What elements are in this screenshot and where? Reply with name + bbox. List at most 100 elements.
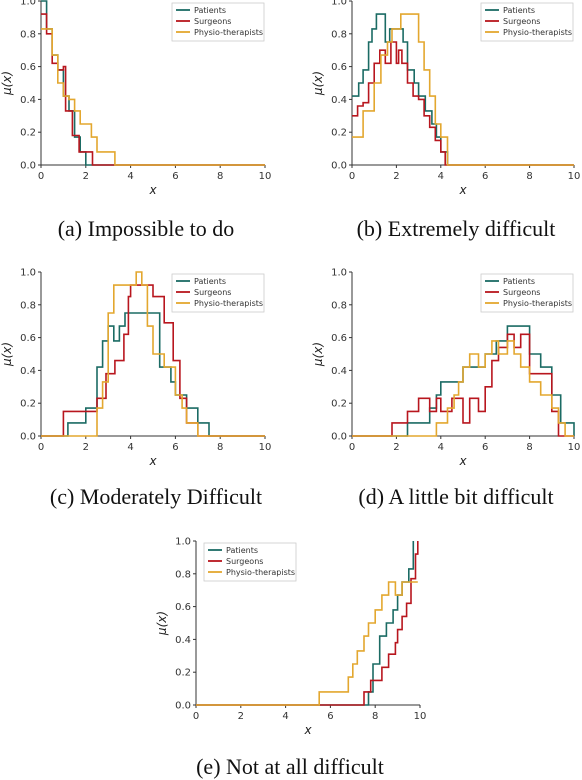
y-tick-label: 0.0	[20, 432, 36, 443]
legend-label: Physio-therapists	[503, 299, 572, 308]
panel-caption: (e) Not at all difficult	[196, 754, 384, 779]
x-tick-label: 10	[414, 711, 427, 722]
x-tick-label: 4	[438, 171, 444, 182]
x-tick-label: 8	[372, 711, 378, 722]
x-tick-label: 4	[438, 442, 444, 453]
x-tick-label: 4	[282, 711, 288, 722]
y-tick-label: 1.0	[331, 268, 347, 279]
x-tick-label: 6	[327, 711, 333, 722]
y-tick-label: 0.4	[331, 95, 347, 106]
x-tick-label: 8	[217, 171, 223, 182]
x-tick-label: 6	[482, 442, 488, 453]
legend: Patients Surgeons Physio-therapists	[480, 273, 574, 313]
x-tick-label: 2	[83, 442, 89, 453]
legend-label: Patients	[194, 277, 226, 286]
legend-label: Physio-therapists	[503, 28, 572, 37]
x-tick-label: 6	[172, 171, 178, 182]
panel-caption: (a) Impossible to do	[58, 216, 235, 241]
legend-label: Physio-therapists	[194, 299, 263, 308]
x-axis-label: x	[148, 454, 157, 468]
y-tick-label: 0.6	[175, 602, 191, 613]
legend-label: Surgeons	[194, 288, 231, 297]
chart-panel-4: 0 2 4 6 8 10 0.0 0.2 0.4 0.6 0.8 1.0 x μ(x) Patients Su…	[311, 268, 580, 510]
legend: Patients Surgeons Physio-therapists	[203, 542, 297, 582]
y-tick-label: 0.8	[175, 569, 191, 580]
x-tick-label: 2	[83, 171, 89, 182]
y-tick-label: 0.6	[331, 62, 347, 73]
y-tick-label: 0.2	[331, 128, 347, 139]
series-line-patients	[352, 13, 574, 166]
x-tick-label: 8	[217, 442, 223, 453]
y-tick-label: 0.4	[20, 366, 36, 377]
series-line-physio-therapists	[41, 271, 265, 437]
series-line-surgeons	[196, 541, 419, 706]
series-line-physio-therapists	[196, 581, 418, 706]
panel-caption: (d) A little bit difficult	[358, 484, 553, 509]
y-axis-label: μ(x)	[155, 611, 169, 636]
chart-panel-5: 0 2 4 6 8 10 0.0 0.2 0.4 0.6 0.8 1.0 x μ(x) Patients Su…	[155, 537, 426, 780]
panel-caption: (b) Extremely difficult	[357, 216, 556, 241]
x-tick-label: 10	[568, 171, 581, 182]
x-tick-label: 2	[238, 711, 244, 722]
series-line-surgeons	[41, 13, 265, 166]
y-axis-label: μ(x)	[0, 342, 14, 367]
x-tick-label: 2	[393, 442, 399, 453]
x-axis-label: x	[458, 183, 467, 197]
y-tick-label: 0.6	[20, 333, 36, 344]
legend: Patients Surgeons Physio-therapists	[171, 2, 265, 42]
y-tick-label: 0.8	[331, 29, 347, 40]
y-tick-label: 0.4	[331, 366, 347, 377]
y-tick-label: 0.6	[20, 62, 36, 73]
x-axis-label: x	[148, 183, 157, 197]
x-tick-label: 10	[259, 171, 272, 182]
legend: Patients Surgeons Physio-therapists	[171, 273, 265, 313]
y-tick-label: 1.0	[175, 537, 191, 548]
y-tick-label: 0.4	[20, 95, 36, 106]
chart-panel-2: 0 2 4 6 8 10 0.0 0.2 0.4 0.6 0.8 1.0 x μ(x) Patients Su…	[311, 0, 580, 241]
x-tick-label: 10	[568, 442, 581, 453]
y-tick-label: 0.0	[20, 161, 36, 172]
x-tick-label: 4	[127, 442, 133, 453]
x-tick-label: 10	[259, 442, 272, 453]
chart-panel-1: 0 2 4 6 8 10 0.0 0.2 0.4 0.6 0.8 1.0 x μ(x) Patients Su…	[0, 0, 271, 241]
legend: Patients Surgeons Physio-therapists	[480, 2, 574, 42]
legend-label: Surgeons	[226, 557, 263, 566]
x-tick-label: 0	[38, 442, 44, 453]
legend-label: Physio-therapists	[194, 28, 263, 37]
y-tick-label: 1.0	[20, 268, 36, 279]
legend-label: Surgeons	[503, 17, 540, 26]
x-tick-label: 8	[526, 171, 532, 182]
series-line-surgeons	[352, 41, 574, 166]
x-tick-label: 0	[349, 442, 355, 453]
legend-label: Physio-therapists	[226, 568, 295, 577]
y-tick-label: 0.2	[20, 399, 36, 410]
y-tick-label: 0.0	[331, 432, 347, 443]
y-axis-label: μ(x)	[311, 71, 325, 96]
y-tick-label: 0.6	[331, 333, 347, 344]
x-tick-label: 8	[526, 442, 532, 453]
y-tick-label: 0.2	[331, 399, 347, 410]
x-tick-label: 6	[172, 442, 178, 453]
x-tick-label: 2	[393, 171, 399, 182]
legend-label: Patients	[226, 546, 258, 555]
x-tick-label: 0	[38, 171, 44, 182]
y-tick-label: 1.0	[331, 0, 347, 8]
y-tick-label: 0.8	[20, 300, 36, 311]
chart-panel-3: 0 2 4 6 8 10 0.0 0.2 0.4 0.6 0.8 1.0 x μ(x) Patients Su…	[0, 268, 271, 510]
y-axis-label: μ(x)	[0, 71, 14, 96]
y-tick-label: 0.2	[175, 668, 191, 679]
y-tick-label: 0.0	[331, 161, 347, 172]
legend-label: Surgeons	[503, 288, 540, 297]
x-tick-label: 4	[127, 171, 133, 182]
series-line-physio-therapists	[41, 28, 265, 166]
x-tick-label: 0	[349, 171, 355, 182]
legend-label: Patients	[194, 6, 226, 15]
legend-label: Patients	[503, 277, 535, 286]
y-tick-label: 1.0	[20, 0, 36, 8]
x-tick-label: 0	[193, 711, 199, 722]
x-axis-label: x	[458, 454, 467, 468]
y-tick-label: 0.0	[175, 701, 191, 712]
y-tick-label: 0.8	[20, 29, 36, 40]
x-axis-label: x	[303, 723, 312, 737]
